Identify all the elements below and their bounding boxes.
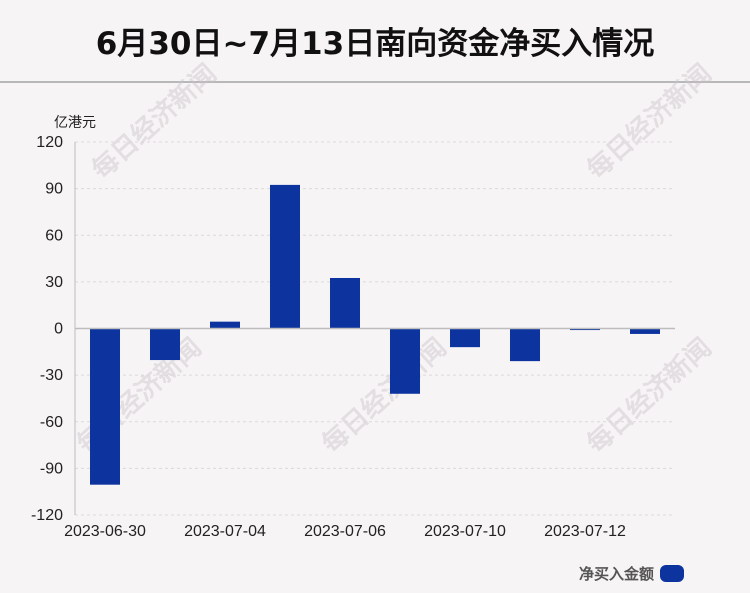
- watermark: 每日经济新闻: [581, 332, 718, 459]
- watermark: 每日经济新闻: [581, 58, 718, 185]
- y-tick-label: -120: [31, 507, 63, 524]
- bar: [450, 328, 480, 348]
- y-tick-label: -30: [40, 367, 63, 384]
- y-tick-label: -90: [40, 460, 63, 477]
- title-divider: [0, 81, 750, 83]
- bar: [210, 321, 240, 329]
- legend-swatch: [660, 565, 684, 582]
- x-tick-label: 2023-07-10: [424, 523, 506, 540]
- legend: 净买入金额: [579, 563, 684, 584]
- bar: [390, 328, 420, 394]
- y-tick-label: 30: [45, 274, 63, 291]
- bar: [150, 328, 180, 361]
- watermark: 每日经济新闻: [86, 58, 223, 185]
- y-tick-label: 120: [36, 134, 63, 151]
- y-tick-label: 0: [54, 321, 63, 338]
- bar: [510, 328, 540, 362]
- y-axis-unit-label: 亿港元: [54, 115, 96, 131]
- bar: [630, 328, 660, 334]
- chart-title: 6月30日~7月13日南向资金净买入情况: [95, 25, 655, 62]
- y-tick-label: 60: [45, 227, 63, 244]
- bar: [270, 184, 300, 329]
- bar: [330, 277, 360, 329]
- x-tick-label: 2023-07-12: [544, 523, 626, 540]
- y-tick-label: -60: [40, 414, 63, 431]
- bar: [570, 328, 600, 331]
- x-tick-label: 2023-06-30: [64, 523, 146, 540]
- y-tick-label: 90: [45, 181, 63, 198]
- x-tick-label: 2023-07-04: [184, 523, 266, 540]
- watermark: 每日经济新闻: [316, 332, 453, 459]
- legend-label: 净买入金额: [578, 565, 654, 583]
- x-tick-label: 2023-07-06: [304, 523, 386, 540]
- bar: [90, 328, 120, 485]
